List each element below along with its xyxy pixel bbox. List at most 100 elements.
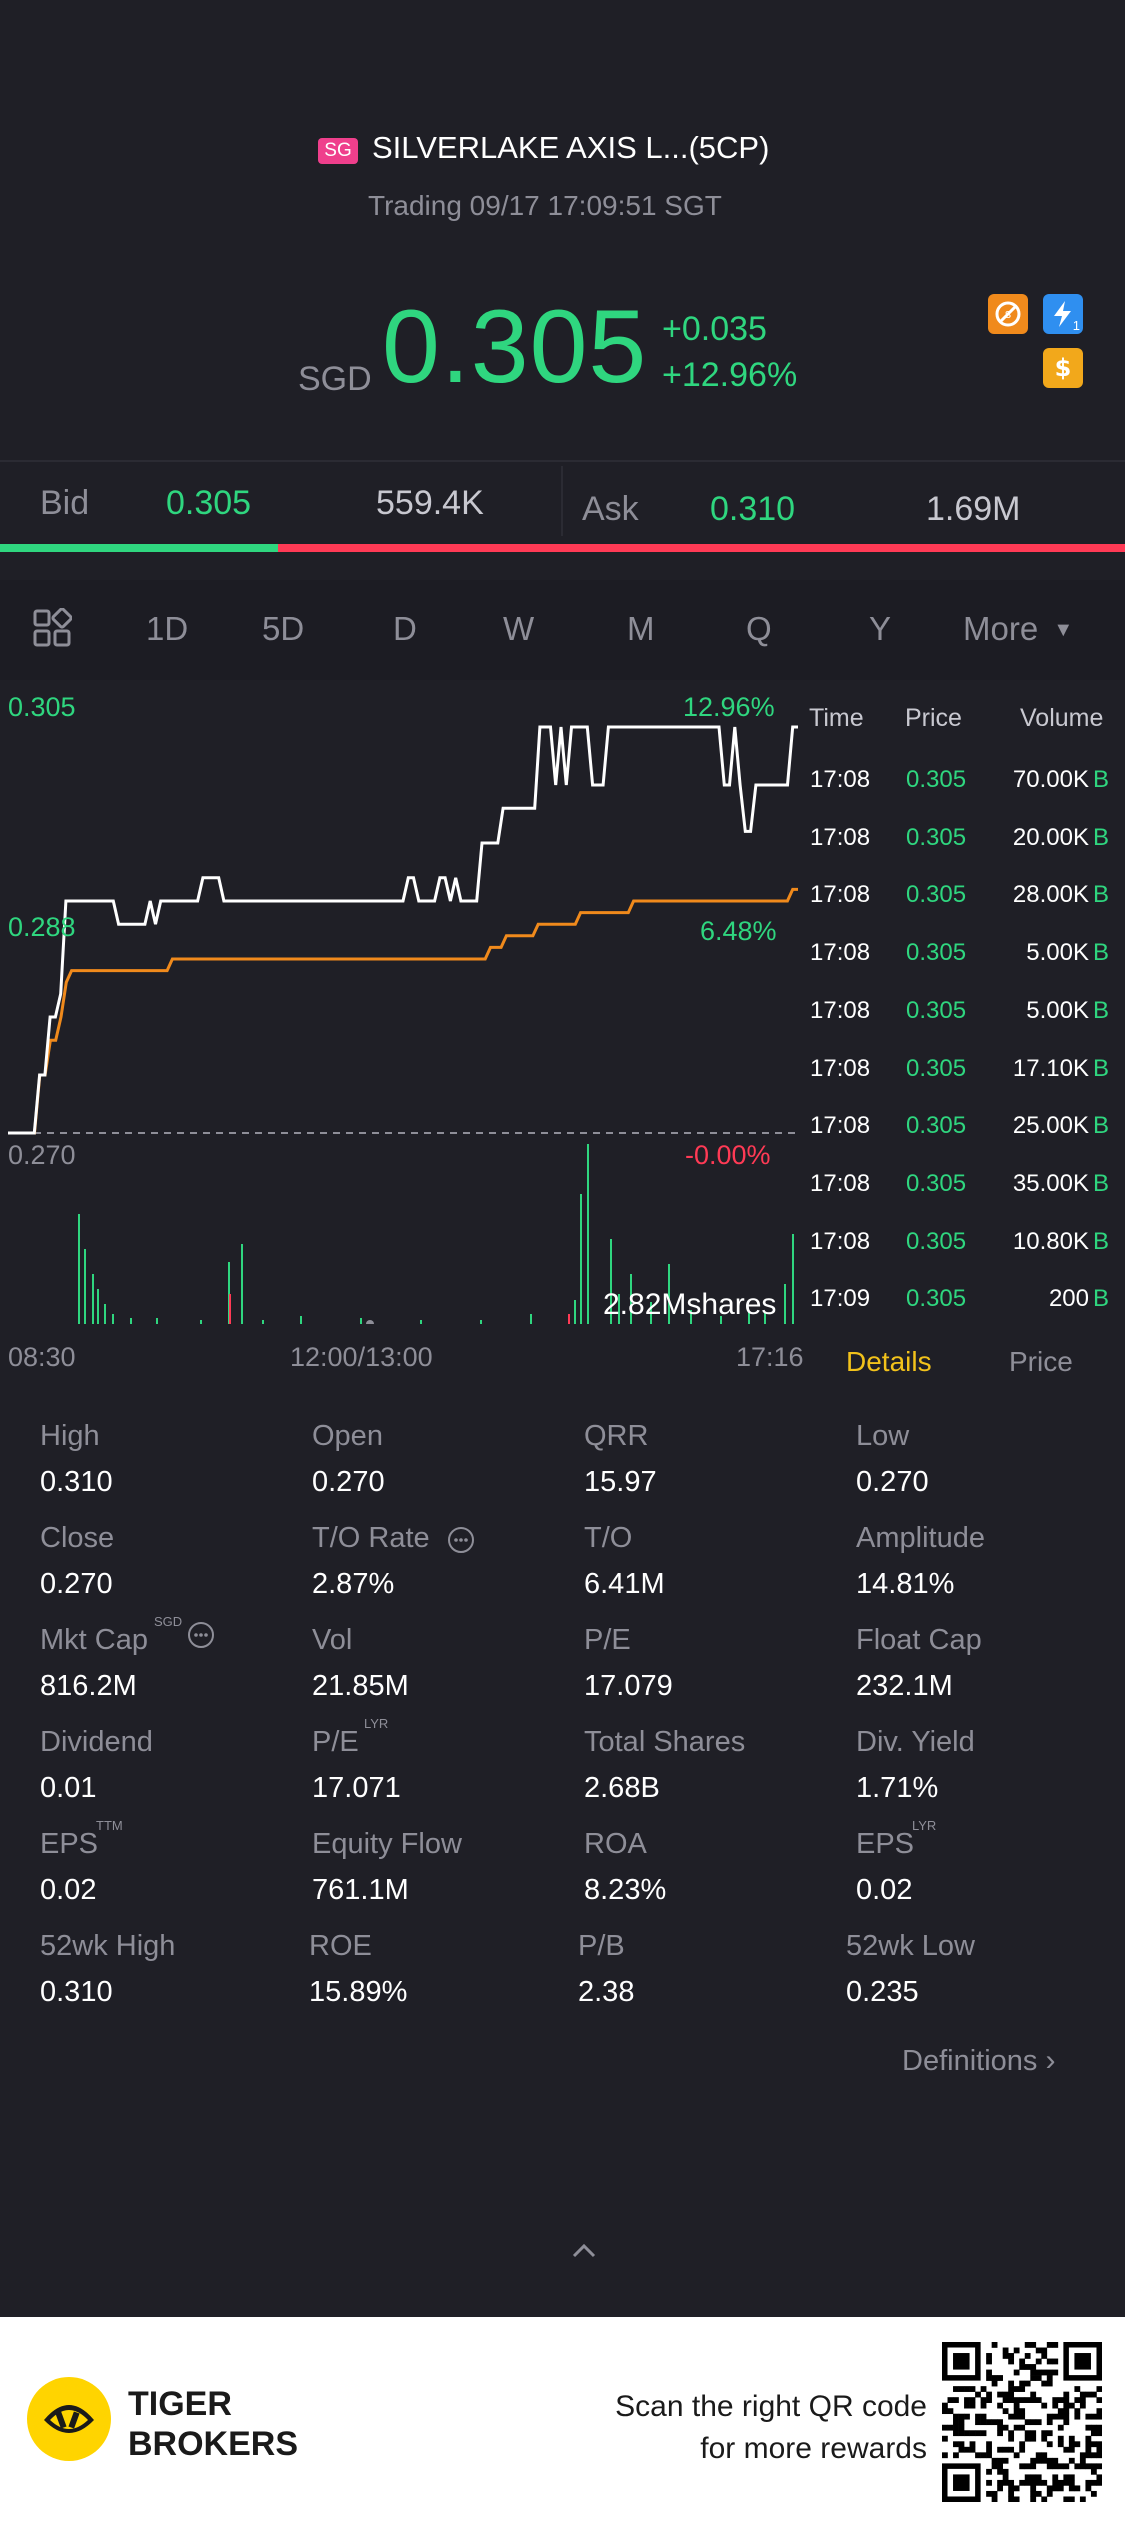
trade-time: 17:08 <box>810 939 871 967</box>
trade-side: B <box>1093 1112 1110 1140</box>
avg-price-line <box>8 887 798 1135</box>
trade-time: 17:08 <box>810 1169 871 1197</box>
chevron-right-icon: › <box>1045 2044 1056 2077</box>
stat-close: 0.270 <box>40 1568 113 1600</box>
stat-floatcap: 232.1M <box>856 1670 953 1702</box>
stat-vol: 21.85M <box>312 1670 409 1702</box>
volume-bar <box>668 1264 670 1324</box>
no-short-icon[interactable]: S <box>988 294 1028 334</box>
stat-roe-label: ROE <box>309 1930 372 1962</box>
volume-bar <box>229 1294 231 1324</box>
definitions-label: Definitions <box>902 2045 1038 2077</box>
info-dots-icon[interactable] <box>446 1525 476 1560</box>
brand-line2: BROKERS <box>128 2425 299 2463</box>
definitions-link[interactable]: Definitions › <box>902 2044 1055 2078</box>
stat-pe-lyr-label: P/E <box>312 1726 359 1758</box>
tab-d[interactable]: D <box>393 610 417 647</box>
bid-price[interactable]: 0.305 <box>166 484 252 522</box>
trade-volume: 20.00K <box>1012 823 1089 851</box>
stat-totalshares-label: Total Shares <box>584 1726 746 1758</box>
stat-dividend: 0.01 <box>40 1772 97 1804</box>
brand-name: TIGER BROKERS <box>128 2384 298 2464</box>
stat-totalshares: 2.68B <box>584 1772 660 1804</box>
promo-line1: Scan the right QR code <box>615 2390 927 2423</box>
stat-mktcap-label: Mkt Cap <box>40 1624 148 1656</box>
intraday-chart[interactable] <box>0 684 805 1324</box>
volume-label: 2.82Mshares <box>603 1288 777 1321</box>
volume-bar <box>610 1239 612 1324</box>
stock-title[interactable]: SILVERLAKE AXIS L...(5CP) <box>372 130 770 165</box>
svg-text:$: $ <box>1055 354 1072 382</box>
trade-side: B <box>1093 996 1110 1024</box>
trade-side: B <box>1093 823 1110 851</box>
trade-side: B <box>1093 1054 1110 1082</box>
stat-high: 0.310 <box>40 1466 113 1498</box>
volume-bar <box>130 1318 132 1324</box>
y-axis-top: 0.305 <box>8 692 76 722</box>
trade-side: B <box>1093 1169 1110 1197</box>
tab-1d[interactable]: 1D <box>146 610 189 647</box>
volume-bar <box>748 1312 750 1324</box>
tab-price[interactable]: Price <box>1009 1346 1073 1377</box>
divider <box>0 460 1125 462</box>
volume-bar <box>580 1194 582 1324</box>
trade-price: 0.305 <box>906 1112 967 1140</box>
dollar-icon[interactable]: $ <box>1043 348 1083 388</box>
pct-axis-bottom: -0.00% <box>685 1140 771 1170</box>
volume-bar <box>764 1312 766 1324</box>
volume-bar <box>618 1294 620 1324</box>
volume-bar <box>530 1314 532 1324</box>
trade-volume: 70.00K <box>1012 766 1089 793</box>
x-axis-start: 08:30 <box>8 1342 76 1372</box>
ask-price[interactable]: 0.310 <box>710 490 796 528</box>
currency-label: SGD <box>298 360 372 398</box>
tab-m[interactable]: M <box>627 610 655 647</box>
caret-down-icon: ▼ <box>1053 619 1074 641</box>
bid-label: Bid <box>40 484 90 522</box>
bid-size: 559.4K <box>376 484 484 522</box>
trade-price: 0.305 <box>906 1054 967 1082</box>
stat-divyield: 1.71% <box>856 1772 939 1804</box>
chevron-up-icon[interactable] <box>566 2238 602 2267</box>
bidask-divider <box>561 466 563 536</box>
trade-time: 17:08 <box>810 766 871 793</box>
trade-price: 0.305 <box>906 823 967 851</box>
price-change-pct: +12.96% <box>662 356 798 394</box>
qr-code[interactable] <box>942 2342 1103 2503</box>
flash-icon[interactable]: 1 <box>1043 294 1083 334</box>
stat-qrr: 15.97 <box>584 1466 657 1498</box>
trade-price: 0.305 <box>906 996 967 1024</box>
stat-vol-label: Vol <box>312 1624 353 1656</box>
volume-bar <box>97 1289 99 1324</box>
stat-low: 0.270 <box>856 1466 929 1498</box>
stat-eps-ttm-label: EPS <box>40 1828 99 1860</box>
tab-w[interactable]: W <box>503 610 535 647</box>
last-price: 0.305 <box>382 289 648 405</box>
stat-pe-lyr-sup: LYR <box>364 1716 389 1731</box>
tab-q[interactable]: Q <box>746 610 772 647</box>
trade-ticker[interactable]: Time Price Volume <box>805 686 1125 1326</box>
volume-bar <box>690 1310 692 1324</box>
y-axis-mid: 0.288 <box>8 912 76 942</box>
period-tabbar <box>0 580 1125 680</box>
promo-text: Scan the right QR code for more rewards <box>615 2386 927 2470</box>
tab-more[interactable]: More ▼ <box>963 610 1073 648</box>
info-dots-icon[interactable] <box>186 1620 216 1655</box>
x-axis-mid: 12:00/13:00 <box>290 1342 433 1372</box>
trade-price: 0.305 <box>906 939 967 967</box>
promo-footer <box>0 2317 1125 2527</box>
tab-5d[interactable]: 5D <box>262 610 305 647</box>
volume-bar <box>104 1304 106 1324</box>
volume-bar <box>784 1284 786 1324</box>
stat-to-rate: 2.87% <box>312 1568 395 1600</box>
stat-pe-label: P/E <box>584 1624 631 1656</box>
tab-y[interactable]: Y <box>869 610 892 647</box>
chart-layout-icon[interactable] <box>32 607 73 653</box>
volume-bar <box>112 1314 114 1324</box>
volume-bar <box>574 1300 576 1324</box>
y-axis-bottom: 0.270 <box>8 1140 76 1170</box>
tab-details[interactable]: Details <box>846 1346 932 1377</box>
trade-volume: 25.00K <box>1012 1112 1089 1140</box>
stat-52wk-high-label: 52wk High <box>40 1930 176 1962</box>
stat-low-label: Low <box>856 1420 910 1452</box>
